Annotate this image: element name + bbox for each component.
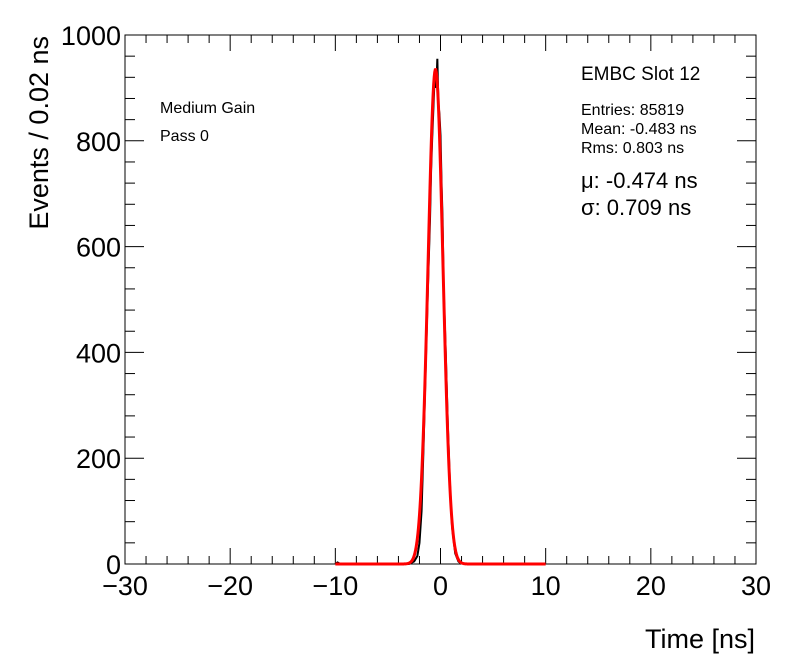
x-tick-label: −30 xyxy=(102,571,148,601)
y-tick-label: 0 xyxy=(106,550,121,580)
x-tick-label: 10 xyxy=(531,571,561,601)
y-tick-label: 800 xyxy=(76,127,121,157)
rms-stat: Rms: 0.803 ns xyxy=(581,140,684,157)
y-tick-label: 200 xyxy=(76,444,121,474)
entries-stat: Entries: 85819 xyxy=(581,102,684,119)
x-tick-label: −10 xyxy=(312,571,358,601)
mean-stat: Mean: -0.483 ns xyxy=(581,121,697,138)
x-tick-labels: −30 −20 −10 0 10 20 30 xyxy=(102,571,771,601)
mu-fit-stat: μ: -0.474 ns xyxy=(581,168,698,193)
y-tick-label: 400 xyxy=(76,338,121,368)
pass-label: Pass 0 xyxy=(160,128,209,145)
histogram-series xyxy=(334,58,463,565)
y-tick-labels: 0 200 400 600 800 1000 xyxy=(61,21,121,580)
y-tick-label: 600 xyxy=(76,233,121,263)
axis-ticks xyxy=(124,34,757,565)
x-tick-label: 20 xyxy=(636,571,666,601)
y-axis-title: Events / 0.02 ns xyxy=(24,36,54,230)
x-tick-label: 0 xyxy=(433,571,448,601)
gain-label: Medium Gain xyxy=(160,100,255,117)
y-tick-label: 1000 xyxy=(61,21,121,51)
x-tick-label: 30 xyxy=(741,571,771,601)
sigma-fit-stat: σ: 0.709 ns xyxy=(581,195,691,220)
gaussian-fit-curve xyxy=(335,68,546,566)
slot-label: EMBC Slot 12 xyxy=(581,64,700,85)
x-axis-title: Time [ns] xyxy=(645,624,755,654)
x-tick-label: −20 xyxy=(207,571,253,601)
